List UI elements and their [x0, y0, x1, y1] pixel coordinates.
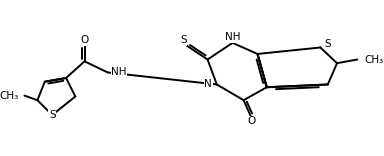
Text: S: S — [180, 35, 187, 45]
Text: NH: NH — [225, 32, 240, 42]
Text: O: O — [80, 35, 89, 45]
Text: S: S — [324, 39, 331, 49]
Text: O: O — [247, 117, 255, 127]
Text: CH₃: CH₃ — [0, 91, 19, 101]
Text: N: N — [204, 79, 212, 90]
Text: CH₃: CH₃ — [365, 54, 384, 64]
Text: NH: NH — [111, 67, 127, 77]
Text: S: S — [49, 110, 56, 120]
